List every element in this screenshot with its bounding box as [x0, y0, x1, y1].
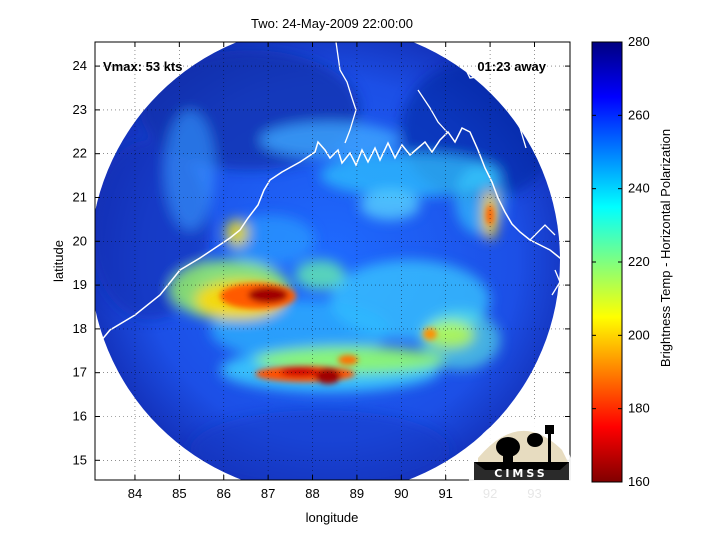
x-tick-label: 86 [217, 486, 231, 501]
y-tick-label: 18 [73, 321, 87, 336]
colorbar-label: Brightness Temp - Horizontal Polarizatio… [658, 129, 673, 367]
y-tick-label: 19 [73, 277, 87, 292]
y-tick-label: 15 [73, 452, 87, 467]
colorbar [591, 41, 623, 483]
time-away-label: 01:23 away [477, 59, 546, 74]
brightness-swath [95, 42, 570, 480]
vmax-label: Vmax: 53 kts [103, 59, 183, 74]
colorbar-tick-label: 220 [628, 254, 650, 269]
x-tick-label: 90 [394, 486, 408, 501]
y-tick-label: 22 [73, 146, 87, 161]
colorbar-ticks: 160 180 200 220 240 260 280 [592, 34, 650, 489]
coastline [95, 126, 570, 349]
colorbar-tick-label: 180 [628, 401, 650, 416]
y-tick-label: 17 [73, 365, 87, 380]
colorbar-tick-label: 160 [628, 474, 650, 489]
x-tick-label: 84 [128, 486, 142, 501]
x-tick-label: 85 [172, 486, 186, 501]
x-tick-label: 89 [350, 486, 364, 501]
colorbar-tick-label: 200 [628, 327, 650, 342]
y-tick-label: 20 [73, 233, 87, 248]
y-tick-label: 23 [73, 102, 87, 117]
svg-text:CIMSS: CIMSS [494, 467, 547, 480]
plot-frame [94, 41, 571, 481]
y-tick-label: 16 [73, 408, 87, 423]
colorbar-tick-label: 260 [628, 107, 650, 122]
chart-title: Two: 24-May-2009 22:00:00 [251, 16, 413, 31]
x-tick-label: 87 [261, 486, 275, 501]
y-axis-label: latitude [51, 240, 66, 282]
y-tick-label: 21 [73, 189, 87, 204]
x-tick-label: 88 [305, 486, 319, 501]
cimss-logo: CIMSS [468, 418, 572, 522]
x-tick-label: 91 [438, 486, 452, 501]
colorbar-tick-label: 240 [628, 181, 650, 196]
colorbar-tick-label: 280 [628, 34, 650, 49]
x-axis-label: longitude [306, 510, 359, 525]
y-tick-label: 24 [73, 58, 87, 73]
y-axis: 15 16 17 18 19 20 21 22 23 24 [73, 58, 570, 467]
